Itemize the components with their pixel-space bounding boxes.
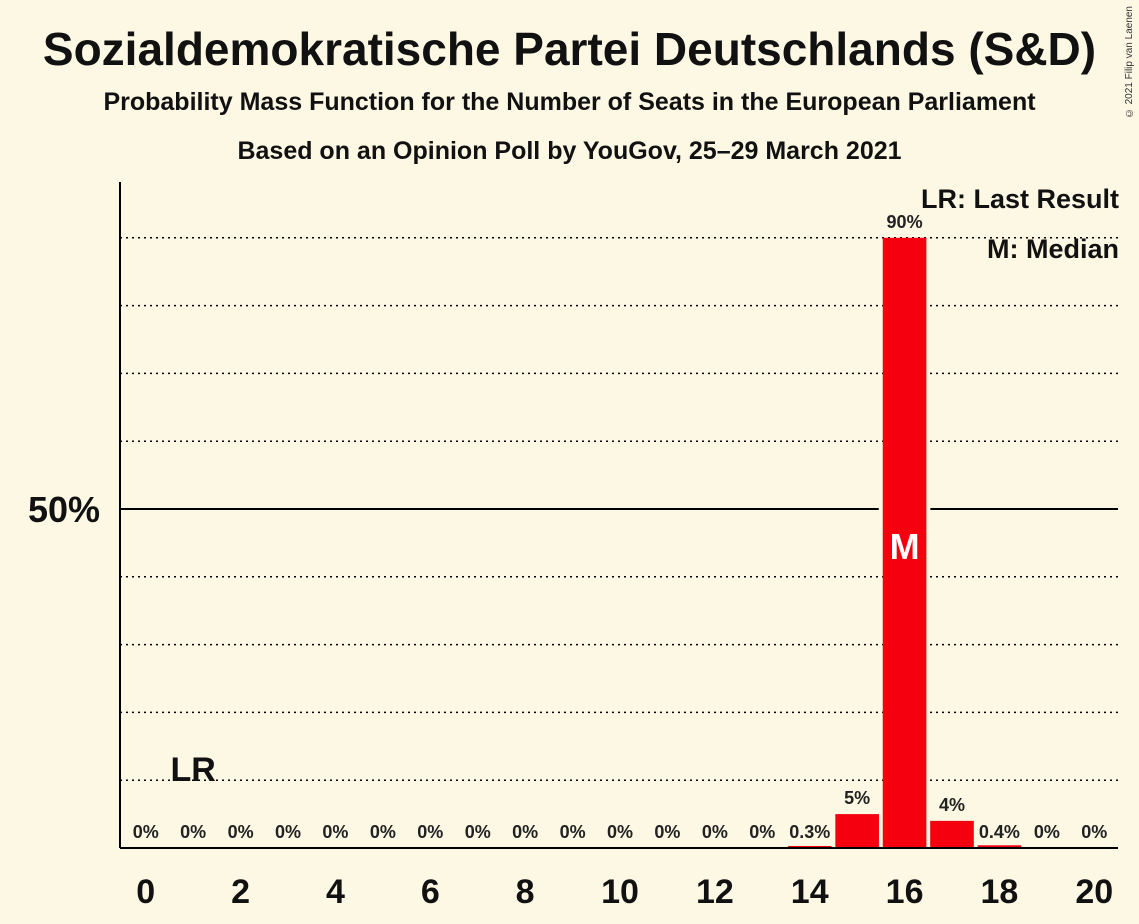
data-label: 90%	[887, 212, 923, 232]
last-result-marker: LR	[170, 751, 215, 789]
bar	[930, 820, 974, 848]
data-label: 0%	[1081, 822, 1107, 842]
bar	[787, 845, 832, 848]
x-tick-label: 2	[231, 873, 250, 911]
data-label: 4%	[939, 795, 965, 815]
data-label: 0%	[654, 822, 680, 842]
data-label: 0.4%	[979, 822, 1020, 842]
data-label: 0%	[607, 822, 633, 842]
bar	[977, 845, 1022, 848]
data-label: 0%	[370, 822, 396, 842]
data-label: 0.3%	[789, 822, 830, 842]
data-label: 0%	[180, 822, 206, 842]
chart-title: Sozialdemokratische Partei Deutschlands …	[42, 23, 1097, 75]
x-tick-label: 8	[516, 873, 535, 911]
x-tick-label: 0	[136, 873, 155, 911]
chart-source: Based on an Opinion Poll by YouGov, 25–2…	[237, 137, 902, 165]
y-tick-label: 50%	[28, 489, 100, 530]
data-label: 0%	[560, 822, 586, 842]
x-tick-label: 14	[791, 873, 829, 911]
x-tick-label: 12	[696, 873, 734, 911]
x-tick-label: 4	[326, 873, 345, 911]
x-tick-label: 10	[601, 873, 639, 911]
data-label: 0%	[228, 822, 254, 842]
data-label: 0%	[417, 822, 443, 842]
chart-subtitle: Probability Mass Function for the Number…	[103, 88, 1036, 116]
median-marker: M	[890, 526, 920, 567]
data-label: 0%	[512, 822, 538, 842]
data-label: 0%	[133, 822, 159, 842]
data-label: 0%	[275, 822, 301, 842]
x-tick-label: 18	[981, 873, 1019, 911]
bar	[835, 814, 879, 848]
legend-last-result: LR: Last Result	[920, 184, 1119, 214]
data-label: 0%	[749, 822, 775, 842]
data-label: 0%	[702, 822, 728, 842]
bar	[882, 237, 927, 849]
data-label: 5%	[844, 788, 870, 808]
data-label: 0%	[322, 822, 348, 842]
legend-median: M: Median	[987, 234, 1119, 264]
x-tick-label: 16	[886, 873, 924, 911]
data-label: 0%	[1034, 822, 1060, 842]
x-tick-label: 6	[421, 873, 440, 911]
data-label: 0%	[465, 822, 491, 842]
x-tick-label: 20	[1075, 873, 1113, 911]
